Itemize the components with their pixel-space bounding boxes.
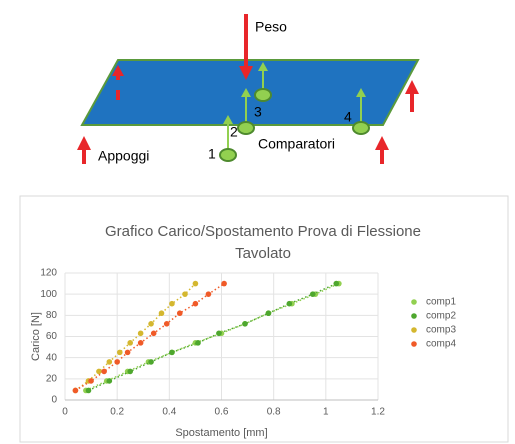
gauge-label: 3 [254,104,262,120]
y-tick-label: 100 [40,289,57,300]
y-tick-label: 120 [40,268,57,279]
point [195,340,201,346]
supports-label: Appoggi [98,148,149,164]
point [138,331,144,337]
point [266,310,272,316]
y-tick-label: 80 [46,310,58,321]
x-tick-label: 0.4 [162,407,176,418]
point [221,281,227,287]
point [310,291,316,297]
point [182,291,188,297]
point [169,301,175,307]
x-tick-label: 1.2 [371,407,385,418]
x-tick-label: 0.8 [267,407,281,418]
x-tick-label: 0.6 [215,407,229,418]
point [333,281,339,287]
point [138,340,144,346]
load-label: Peso [255,19,287,35]
y-tick-label: 40 [46,352,58,363]
point [88,378,94,384]
legend-label: comp2 [426,311,456,322]
chart-title: Tavolato [235,245,291,262]
legend-marker [411,313,417,319]
legend-label: comp1 [426,297,456,308]
x-tick-label: 1 [323,407,329,418]
y-tick-label: 20 [46,373,58,384]
point [151,331,157,337]
point [148,321,154,327]
point [117,350,123,356]
point [127,340,133,346]
point [287,301,293,307]
point [73,388,79,394]
gauge-label: 2 [230,124,238,140]
legend-marker [411,299,417,305]
point [86,388,92,394]
x-axis-label: Spostamento [mm] [175,427,267,439]
point [159,310,165,316]
point [164,321,170,327]
legend-marker [411,341,417,347]
y-tick-label: 0 [51,395,57,406]
point [193,281,199,287]
point [169,350,175,356]
gauges-label: Comparatori [258,136,335,152]
page: Peso Appoggi Comparatori 1 2 3 4 Grafico… [0,0,515,444]
point [101,369,107,375]
y-tick-label: 60 [46,331,58,342]
point [125,350,131,356]
point [216,331,222,337]
legend-marker [411,327,417,333]
gauge-label: 4 [344,109,352,125]
point [96,369,102,375]
point [206,291,212,297]
gauge-label: 1 [208,146,216,162]
point [148,359,154,365]
diagram: Peso Appoggi Comparatori 1 2 3 4 [77,14,419,164]
point [127,369,133,375]
x-tick-label: 0 [62,407,68,418]
point [114,359,120,365]
x-tick-label: 0.2 [110,407,124,418]
y-axis-label: Carico [N] [30,312,42,361]
legend-label: comp3 [426,325,456,336]
point [242,321,248,327]
chart-title: Grafico Carico/Spostamento Prova di Fles… [105,223,421,240]
point [193,301,199,307]
legend-label: comp4 [426,339,456,350]
point [177,310,183,316]
point [107,378,113,384]
point [107,359,113,365]
